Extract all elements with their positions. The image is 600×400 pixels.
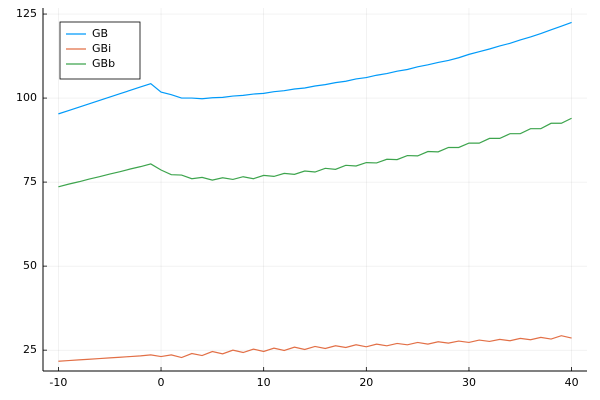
y-tick-label: 75: [23, 175, 37, 188]
y-tick-label: 25: [23, 343, 37, 356]
legend: GB GBi GBb: [59, 21, 141, 80]
x-tick-label: -10: [49, 376, 67, 389]
y-tick-label: 100: [16, 91, 37, 104]
series-line: [58, 21, 572, 115]
x-tick-label: 40: [565, 376, 579, 389]
x-tick-label: 10: [257, 376, 271, 389]
y-tick-label: 125: [16, 7, 37, 20]
x-tick-label: 0: [158, 376, 165, 389]
y-tick-label: 50: [23, 259, 37, 272]
legend-label: GB: [92, 27, 108, 40]
legend-box: [59, 21, 141, 80]
legend-label: GBb: [92, 57, 115, 70]
series-line: [58, 335, 572, 362]
legend-label: GBi: [92, 42, 111, 55]
x-tick-label: 20: [359, 376, 373, 389]
series-line: [58, 117, 572, 188]
x-tick-label: 30: [462, 376, 476, 389]
